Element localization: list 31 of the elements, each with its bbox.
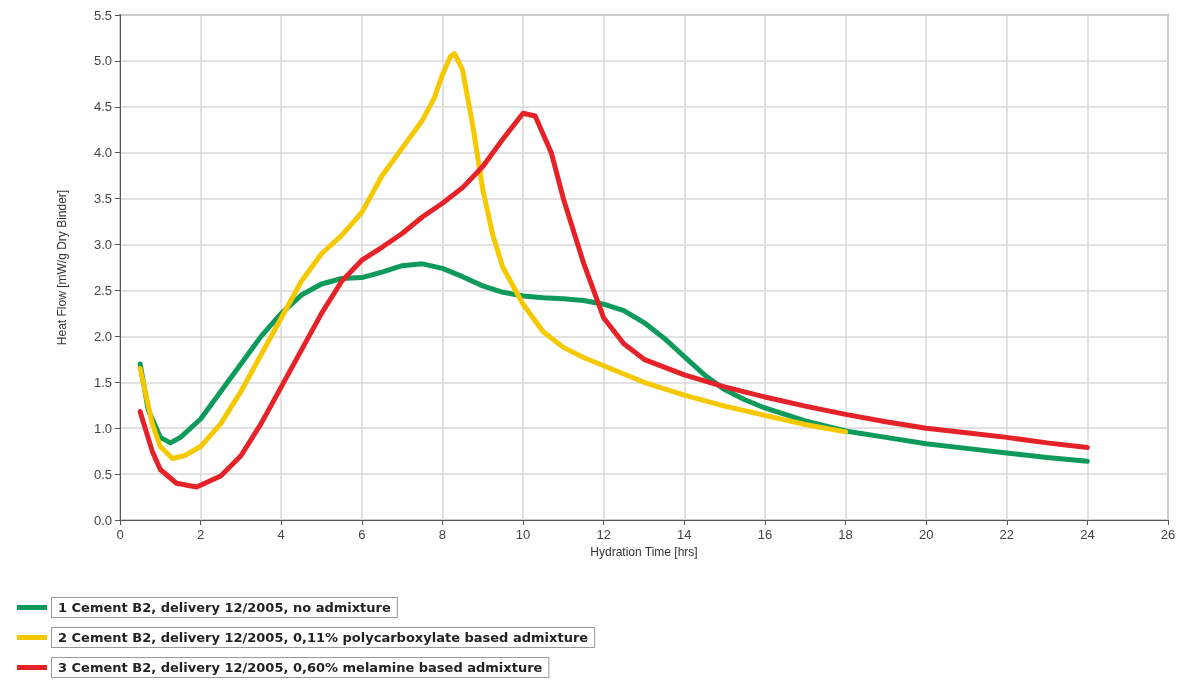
x-tick-label: 14 <box>677 527 692 542</box>
x-tick-label: 2 <box>197 527 205 542</box>
legend-label: 2 Cement B2, delivery 12/2005, 0,11% polycarboxylate based admixture <box>58 630 589 645</box>
x-axis-title: Hydration Time [hrs] <box>590 544 698 559</box>
legend-label: 3 Cement B2, delivery 12/2005, 0,60% melamine based admixture <box>58 660 543 675</box>
x-tick-label: 4 <box>277 527 285 542</box>
x-tick-label: 22 <box>999 527 1014 542</box>
x-tick-label: 24 <box>1080 527 1095 542</box>
y-tick-label: 0.5 <box>93 466 112 482</box>
y-axis-title: Heat Flow [mW/g Dry Binder] <box>55 189 69 346</box>
y-tick-label: 0.0 <box>93 512 112 528</box>
y-tick-label: 4.0 <box>93 145 112 161</box>
y-tick-label: 1.0 <box>93 420 112 436</box>
x-tick-label: 18 <box>838 527 853 542</box>
y-tick-label: 2.5 <box>93 282 112 298</box>
x-tick-label: 12 <box>596 527 611 542</box>
x-tick-label: 16 <box>757 527 773 542</box>
x-tick-label: 26 <box>1160 527 1176 542</box>
y-tick-label: 5.5 <box>93 7 112 23</box>
y-tick-label: 2.0 <box>93 328 112 344</box>
y-tick-label: 5.0 <box>93 53 112 69</box>
y-tick-label: 1.5 <box>93 374 112 390</box>
x-tick-label: 0 <box>116 527 124 542</box>
x-tick-label: 6 <box>358 527 366 542</box>
y-tick-label: 4.5 <box>93 99 112 115</box>
y-tick-label: 3.0 <box>93 237 112 253</box>
x-tick-label: 10 <box>515 527 531 542</box>
x-tick-label: 8 <box>438 527 447 542</box>
legend-label: 1 Cement B2, delivery 12/2005, no admixture <box>58 600 391 615</box>
x-tick-label: 20 <box>918 527 934 542</box>
y-tick-label: 3.5 <box>93 191 112 207</box>
